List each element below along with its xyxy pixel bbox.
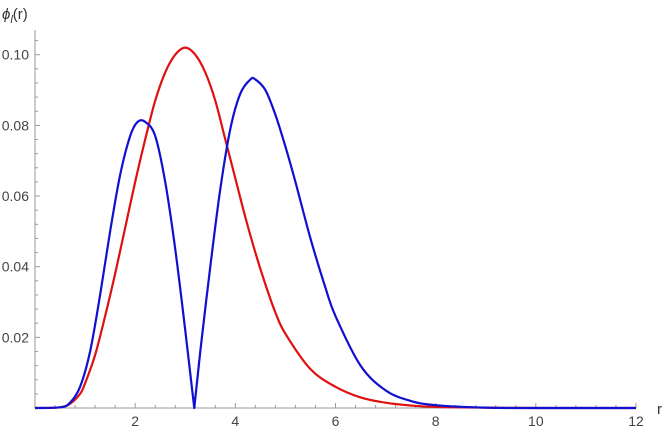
x-tick-label: 10 <box>528 413 544 429</box>
y-ticks: 0.02 0.04 0.06 0.08 0.10 <box>2 40 40 395</box>
x-ticks: 2 4 6 8 10 12 <box>54 403 644 429</box>
y-tick-label: 0.10 <box>2 47 29 63</box>
y-tick-label: 0.02 <box>2 329 29 345</box>
y-tick-label: 0.04 <box>2 259 29 275</box>
series-line-2 <box>34 76 637 410</box>
x-tick-label: 4 <box>231 413 239 429</box>
y-axis-label-argument: (r) <box>13 6 28 23</box>
axes <box>34 30 636 409</box>
series-group <box>34 46 637 410</box>
x-tick-label: 12 <box>628 413 644 429</box>
x-tick-label: 6 <box>332 413 340 429</box>
y-tick-label: 0.08 <box>2 117 29 133</box>
x-tick-label: 8 <box>432 413 440 429</box>
y-axis-label: ϕl(r) <box>2 6 28 26</box>
x-axis-label: r <box>657 401 662 418</box>
y-tick-label: 0.06 <box>2 188 29 204</box>
y-axis-label-subscript: l <box>10 14 13 26</box>
series-line-1 <box>34 46 637 410</box>
x-tick-label: 2 <box>131 413 139 429</box>
y-axis-label-symbol: ϕ <box>2 6 10 23</box>
